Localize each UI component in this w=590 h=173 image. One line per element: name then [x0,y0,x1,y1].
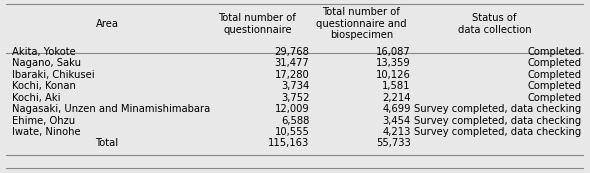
Text: 13,359: 13,359 [376,58,411,68]
Text: 17,280: 17,280 [275,70,310,80]
Text: 3,752: 3,752 [281,93,310,103]
Text: 10,126: 10,126 [376,70,411,80]
Text: Survey completed, data checking: Survey completed, data checking [414,116,581,125]
Text: Area: Area [96,19,119,29]
Text: 1,581: 1,581 [382,81,411,91]
Text: 115,163: 115,163 [268,138,310,148]
Text: 4,699: 4,699 [382,104,411,114]
Text: Total number of
questionnaire and
biospecimen: Total number of questionnaire and biospe… [316,7,407,40]
Text: Survey completed, data checking: Survey completed, data checking [414,127,581,137]
Text: 10,555: 10,555 [274,127,310,137]
Text: Nagasaki, Unzen and Minamishimabara: Nagasaki, Unzen and Minamishimabara [12,104,210,114]
Text: Completed: Completed [527,58,581,68]
Text: Kochi, Aki: Kochi, Aki [12,93,60,103]
Text: Ehime, Ohzu: Ehime, Ohzu [12,116,75,125]
Text: Iwate, Ninohe: Iwate, Ninohe [12,127,80,137]
Text: 12,009: 12,009 [275,104,310,114]
Text: Kochi, Konan: Kochi, Konan [12,81,76,91]
Text: Status of
data collection: Status of data collection [458,13,531,35]
Text: 31,477: 31,477 [275,58,310,68]
Text: 29,768: 29,768 [274,47,310,57]
Text: Total: Total [96,138,119,148]
Text: Akita, Yokote: Akita, Yokote [12,47,76,57]
Text: Completed: Completed [527,93,581,103]
Text: Ibaraki, Chikusei: Ibaraki, Chikusei [12,70,94,80]
Text: 2,214: 2,214 [382,93,411,103]
Text: Completed: Completed [527,81,581,91]
Text: Completed: Completed [527,70,581,80]
Text: Completed: Completed [527,47,581,57]
Text: 55,733: 55,733 [376,138,411,148]
Text: 6,588: 6,588 [281,116,310,125]
Text: 4,213: 4,213 [382,127,411,137]
Text: Total number of
questionnaire: Total number of questionnaire [218,13,296,35]
Text: Nagano, Saku: Nagano, Saku [12,58,81,68]
Text: Survey completed, data checking: Survey completed, data checking [414,104,581,114]
Text: 16,087: 16,087 [376,47,411,57]
Text: 3,734: 3,734 [281,81,310,91]
Text: 3,454: 3,454 [382,116,411,125]
